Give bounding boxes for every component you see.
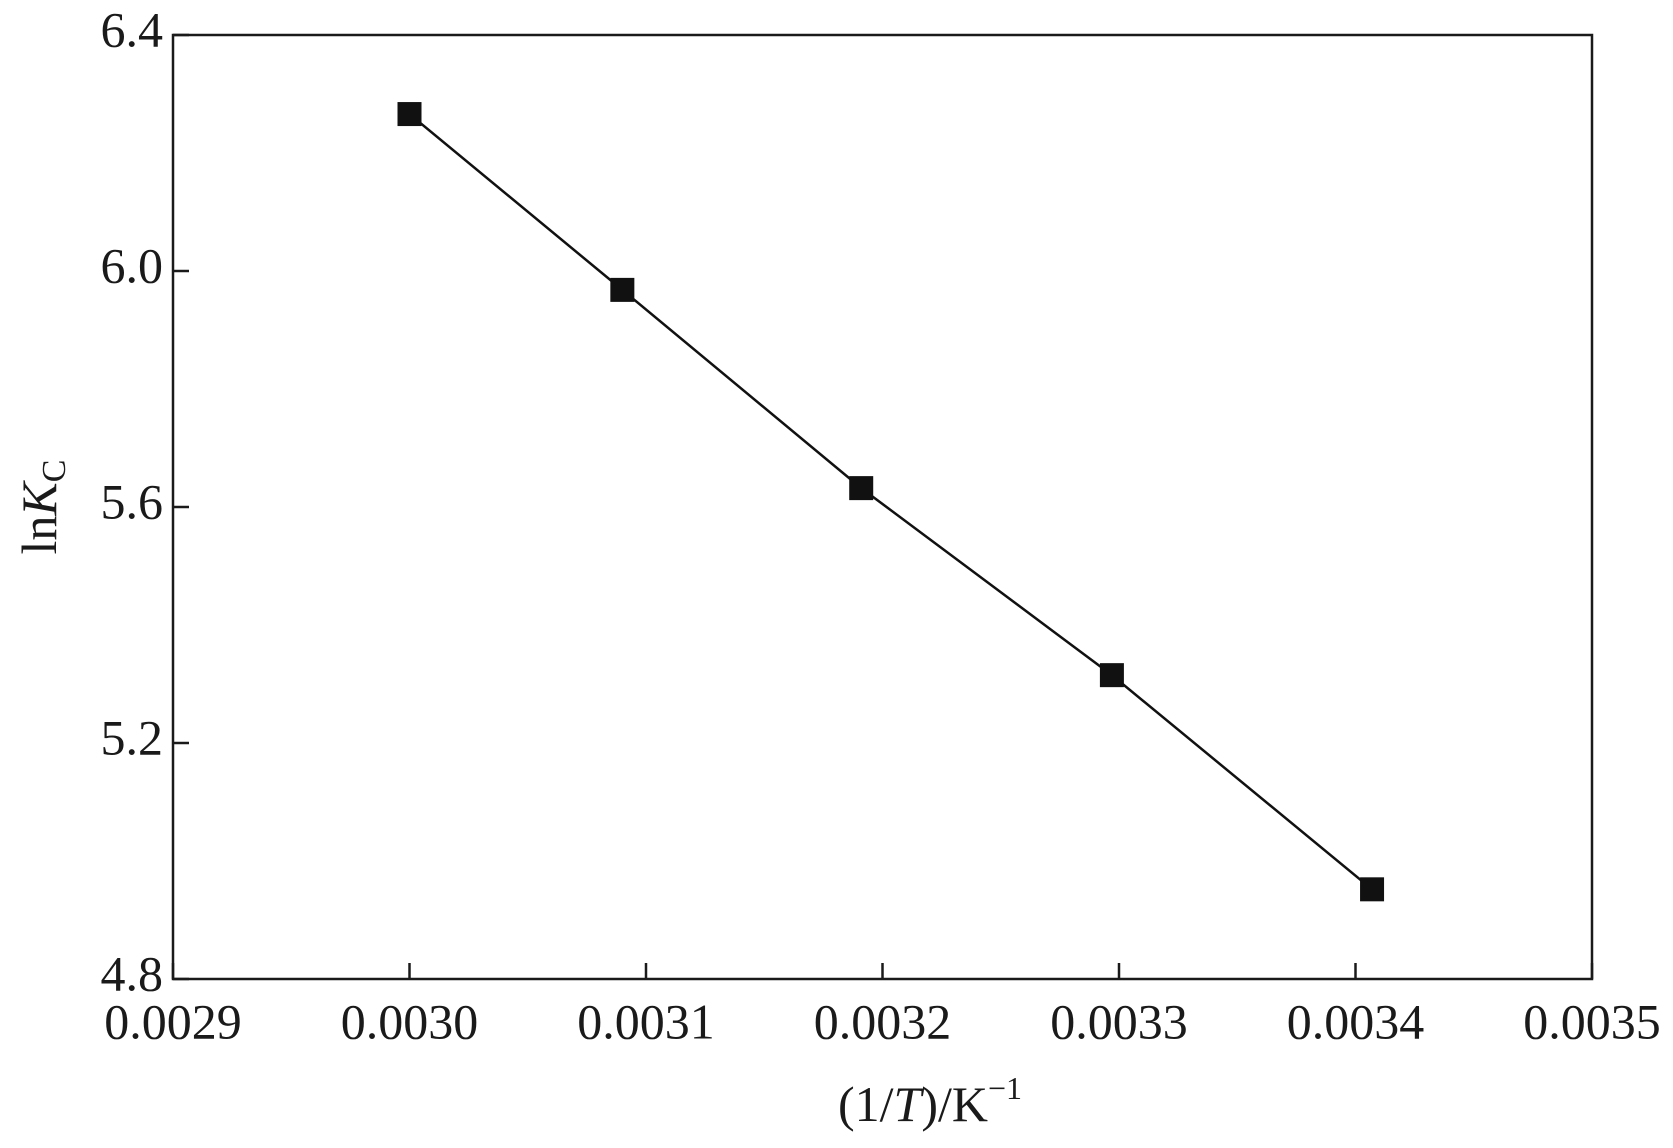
y-tick-label: 6.4 bbox=[101, 1, 164, 57]
x-tick-label: 0.0030 bbox=[341, 993, 479, 1049]
marker bbox=[849, 476, 874, 501]
marker bbox=[1099, 663, 1124, 688]
marker bbox=[610, 277, 635, 302]
marker bbox=[397, 102, 422, 127]
x-tick-label: 0.0032 bbox=[814, 993, 952, 1049]
fit-line bbox=[408, 113, 1373, 891]
marker bbox=[1360, 877, 1385, 902]
y-axis-label: lnKC bbox=[11, 460, 72, 555]
x-tick-label: 0.0035 bbox=[1523, 993, 1661, 1049]
y-tick-label: 5.6 bbox=[101, 473, 164, 529]
x-tick-label: 0.0031 bbox=[577, 993, 715, 1049]
plot-frame bbox=[171, 33, 1594, 981]
y-tick-label: 6.0 bbox=[101, 237, 164, 293]
x-axis-label: (1/T)/K−1 bbox=[838, 1070, 1022, 1132]
y-tick-label: 5.2 bbox=[101, 709, 164, 765]
x-tick-label: 0.0034 bbox=[1287, 993, 1425, 1049]
x-tick-label: 0.0033 bbox=[1050, 993, 1188, 1049]
y-tick-label: 4.8 bbox=[101, 945, 164, 1001]
x-tick-label: 0.0029 bbox=[104, 993, 242, 1049]
